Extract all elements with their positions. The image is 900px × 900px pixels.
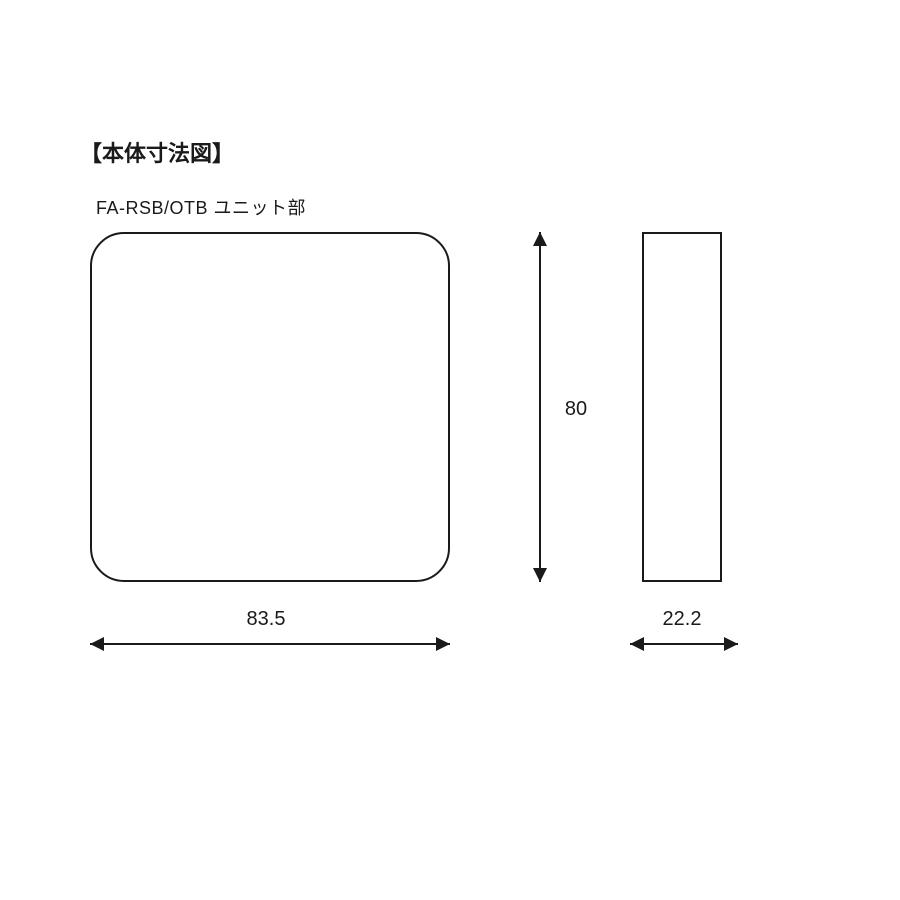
depth-dimension-arrow xyxy=(0,0,900,900)
dimension-diagram: 【本体寸法図】 FA-RSB/OTB ユニット部 83.5 80 22.2 xyxy=(0,0,900,900)
